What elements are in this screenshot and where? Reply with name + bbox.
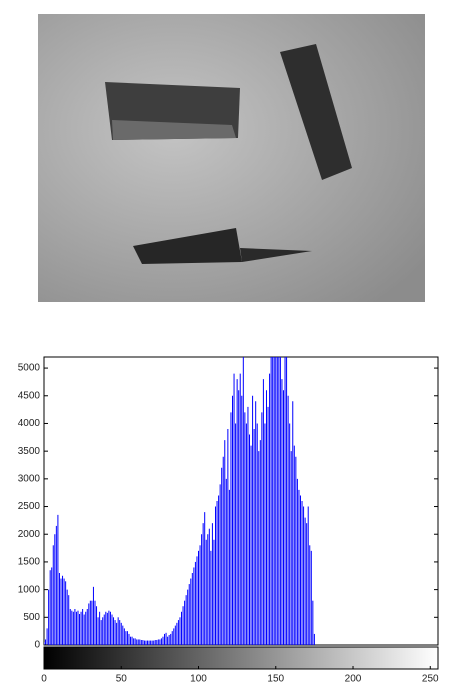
y-tick-label: 2000 xyxy=(18,529,41,540)
photo xyxy=(38,14,425,302)
y-tick-label: 1000 xyxy=(18,584,41,595)
bars xyxy=(44,357,315,645)
x-tick-label: 250 xyxy=(422,674,439,685)
y-tick-label: 3000 xyxy=(18,473,41,484)
y-tick-label: 3500 xyxy=(18,446,41,457)
colorbar xyxy=(43,646,439,670)
y-tick-label: 1500 xyxy=(18,557,41,568)
y-tick-label: 0 xyxy=(34,640,40,651)
x-tick-label: 0 xyxy=(41,674,47,685)
y-tick-label: 4500 xyxy=(18,390,41,401)
x-tick-label: 150 xyxy=(267,674,284,685)
y-tick-label: 4000 xyxy=(18,418,41,429)
x-tick-label: 100 xyxy=(190,674,207,685)
x-tick-label: 200 xyxy=(345,674,362,685)
y-tick-label: 2500 xyxy=(18,501,41,512)
x-tick-label: 50 xyxy=(116,674,128,685)
y-tick-label: 500 xyxy=(23,612,40,623)
axes-box xyxy=(43,356,439,646)
y-tick-label: 5000 xyxy=(18,363,41,374)
